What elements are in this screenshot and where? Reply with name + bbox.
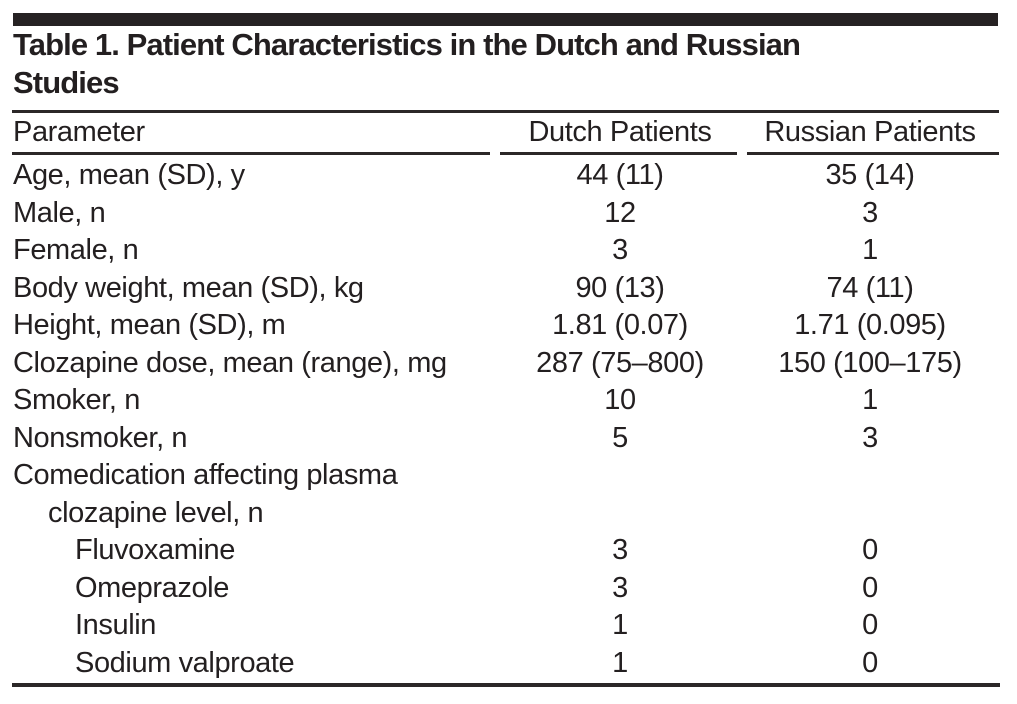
table-row: Insulin 1 0 [13, 607, 1000, 645]
column-header-russian: Russian Patients [764, 116, 976, 148]
russian-value-cell: 1 [862, 234, 878, 266]
table-row: Female, n 3 1 [13, 232, 1000, 270]
table-row: Height, mean (SD), m 1.81 (0.07) 1.71 (0… [13, 307, 1000, 345]
table-body: Age, mean (SD), y 44 (11) 35 (14) Male, … [13, 157, 1000, 682]
header-bottom-rule-segment [500, 152, 737, 155]
table-row: Male, n 12 3 [13, 195, 1000, 233]
russian-value-cell: 3 [862, 421, 878, 454]
table-row: Age, mean (SD), y 44 (11) 35 (14) [13, 157, 1000, 195]
russian-value-cell: 0 [862, 534, 878, 566]
russian-value-cell [740, 457, 1000, 532]
dutch-value-cell: 44 (11) [576, 159, 664, 191]
row-label-cell: Height, mean (SD), m [13, 307, 500, 345]
dutch-value-cell: 287 (75–800) [536, 346, 704, 379]
row-label-cell: Sodium valproate [13, 645, 500, 683]
row-label-cell: Comedication affecting plasma clozapine l… [13, 457, 500, 532]
row-label-cell: Body weight, mean (SD), kg [13, 270, 500, 308]
table-row: Fluvoxamine 3 0 [13, 532, 1000, 570]
row-label: Comedication affecting plasma [13, 459, 398, 491]
row-label: Sodium valproate [75, 646, 295, 679]
row-label-cell: Omeprazole [13, 570, 500, 608]
row-label: Nonsmoker, n [13, 421, 188, 454]
dutch-value-cell: 5 [612, 421, 628, 454]
table-row: Smoker, n 10 1 [13, 382, 1000, 420]
table-title-line1: Table 1. Patient Characteristics in the … [13, 27, 801, 62]
row-label: Omeprazole [75, 571, 229, 604]
column-header-dutch: Dutch Patients [528, 116, 712, 148]
table-row: Clozapine dose, mean (range), mg 287 (75… [13, 345, 1000, 383]
dutch-value-cell: 1.81 (0.07) [552, 309, 688, 341]
dutch-value-cell: 10 [604, 384, 636, 416]
russian-value-cell: 0 [862, 571, 878, 604]
row-label: Insulin [75, 609, 157, 641]
row-label-cell: Clozapine dose, mean (range), mg [13, 345, 500, 383]
header-bottom-rule-segment [12, 152, 490, 155]
table-title: Table 1. Patient Characteristics in the … [13, 26, 1003, 102]
table-bottom-rule [12, 683, 1000, 687]
row-label-cell: Smoker, n [13, 382, 500, 420]
russian-value-cell: 0 [862, 646, 878, 679]
russian-value-cell: 1 [862, 384, 878, 416]
russian-value-cell: 150 (100–175) [778, 346, 962, 379]
row-label: Clozapine dose, mean (range), mg [13, 346, 447, 379]
table-row: Nonsmoker, n 5 3 [13, 420, 1000, 458]
dutch-value-cell: 12 [604, 196, 636, 229]
russian-value-cell: 74 (11) [826, 271, 914, 304]
row-label: Body weight, mean (SD), kg [13, 271, 364, 304]
row-label: Age, mean (SD), y [13, 159, 245, 191]
row-label: Smoker, n [13, 384, 140, 416]
table-top-bar [13, 13, 998, 26]
table-row: Sodium valproate 1 0 [13, 645, 1000, 683]
row-label: Male, n [13, 196, 106, 229]
dutch-value-cell: 1 [612, 646, 628, 679]
russian-value-cell: 3 [862, 196, 878, 229]
dutch-value-cell: 1 [612, 609, 628, 641]
table-row: Comedication affecting plasma clozapine l… [13, 457, 1000, 532]
table-row: Body weight, mean (SD), kg 90 (13) 74 (1… [13, 270, 1000, 308]
dutch-value-cell: 90 (13) [575, 271, 665, 304]
row-label-cell: Age, mean (SD), y [13, 157, 500, 195]
row-label-cell: Nonsmoker, n [13, 420, 500, 458]
row-label: Female, n [13, 234, 139, 266]
russian-value-cell: 35 (14) [825, 159, 915, 191]
row-label-continuation: clozapine level, n [48, 496, 264, 529]
header-bottom-rule-segment [747, 152, 999, 155]
dutch-value-cell: 3 [612, 234, 628, 266]
table-row: Omeprazole 3 0 [13, 570, 1000, 608]
row-label-cell: Female, n [13, 232, 500, 270]
header-top-rule [12, 110, 999, 113]
dutch-value-cell: 3 [612, 571, 628, 604]
table-header-row: Parameter Dutch Patients Russian Patient… [13, 113, 1000, 152]
column-header-parameter: Parameter [13, 116, 145, 148]
dutch-value-cell [500, 457, 740, 532]
row-label-cell: Male, n [13, 195, 500, 233]
table-title-line2: Studies [13, 65, 120, 100]
row-label: Height, mean (SD), m [13, 309, 286, 341]
dutch-value-cell: 3 [612, 534, 628, 566]
row-label: Fluvoxamine [75, 534, 235, 566]
russian-value-cell: 0 [862, 609, 878, 641]
row-label-cell: Insulin [13, 607, 500, 645]
row-label-cell: Fluvoxamine [13, 532, 500, 570]
russian-value-cell: 1.71 (0.095) [794, 309, 946, 341]
